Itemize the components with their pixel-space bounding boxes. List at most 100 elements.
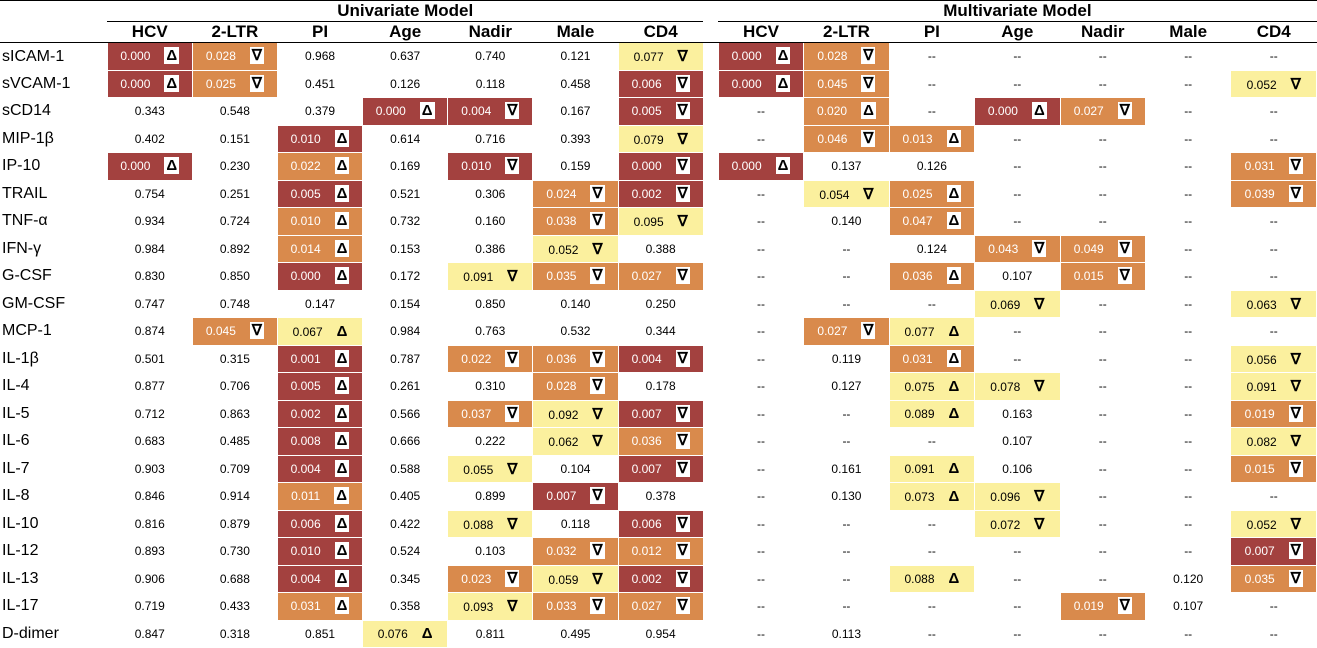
- p-value-cell: 0.683: [106, 427, 193, 456]
- column-header: HCV: [718, 21, 804, 43]
- p-value: 0.906: [134, 571, 165, 586]
- p-value-cell: 0.045 ∇: [191, 317, 278, 346]
- p-value-cell: 0.344: [617, 317, 704, 346]
- p-value: 0.167: [560, 104, 591, 119]
- direction-arrow: ∇: [1290, 295, 1301, 313]
- p-value-cell: 0.049 ∇: [1059, 234, 1146, 263]
- p-value: 0.000: [631, 159, 662, 174]
- p-value: --: [757, 461, 765, 476]
- direction-arrow: ∇: [590, 597, 605, 615]
- p-value: --: [1098, 159, 1107, 174]
- p-value: --: [1184, 324, 1193, 339]
- p-value-cell: 0.730: [191, 537, 278, 566]
- p-value: --: [757, 269, 765, 284]
- p-value-cell: 0.006 ∇: [617, 69, 704, 98]
- p-value-cell: 0.024 ∇: [532, 179, 619, 208]
- p-value-cell: 0.095 ∇: [617, 207, 704, 236]
- p-value: 0.022: [290, 159, 321, 174]
- p-value: 0.716: [475, 131, 506, 146]
- p-value: --: [1013, 186, 1022, 201]
- p-value: 0.011: [291, 489, 321, 504]
- direction-arrow: Δ: [948, 405, 960, 423]
- p-value-cell: --: [1144, 399, 1232, 428]
- p-value-cell: 0.754: [106, 179, 193, 208]
- p-value: 0.730: [219, 544, 250, 559]
- p-value: 0.027: [631, 599, 662, 614]
- p-value-cell: --: [1230, 234, 1317, 263]
- p-value-cell: 0.524: [362, 537, 449, 566]
- p-value-cell: 0.004 ∇: [617, 344, 704, 373]
- direction-arrow: Δ: [775, 157, 791, 175]
- p-value-cell: 0.010 Δ: [276, 537, 364, 566]
- p-value-cell: 0.315: [191, 344, 278, 373]
- row-label: D-dimer: [2, 624, 59, 642]
- p-value-cell: 0.521: [362, 179, 449, 208]
- p-value: 0.045: [205, 324, 236, 339]
- p-value: --: [1098, 544, 1107, 559]
- direction-arrow: Δ: [419, 102, 435, 120]
- p-value-cell: 0.073 Δ: [888, 482, 976, 511]
- p-value: --: [1098, 296, 1107, 311]
- direction-arrow: ∇: [590, 349, 605, 367]
- direction-arrow: ∇: [675, 349, 690, 367]
- p-value: --: [1013, 131, 1022, 146]
- table-row: IL-6 0.683 0.485 0.008 Δ 0.666 0.222 0.062 ∇ 0.03…: [0, 427, 1317, 456]
- p-value: 0.091: [904, 462, 935, 477]
- p-value-cell: --: [717, 344, 805, 373]
- p-value-cell: 0.028 ∇: [191, 42, 278, 71]
- p-value-cell: 0.000 Δ: [106, 69, 193, 98]
- p-value: 0.732: [390, 214, 421, 229]
- p-value-cell: --: [717, 619, 805, 648]
- row-label: IFN-γ: [2, 239, 42, 257]
- p-value-cell: --: [1230, 592, 1317, 621]
- p-value: 0.984: [390, 324, 421, 339]
- direction-arrow: ∇: [675, 267, 690, 285]
- direction-arrow: Δ: [946, 129, 962, 147]
- direction-arrow: ∇: [1034, 515, 1045, 533]
- p-value: --: [1098, 186, 1107, 201]
- p-value-cell: 0.154: [362, 289, 449, 318]
- p-value-cell: 0.846: [106, 482, 193, 511]
- p-value: 0.378: [645, 489, 676, 504]
- p-value: 0.172: [390, 269, 421, 284]
- p-value: 0.688: [219, 571, 250, 586]
- p-value-cell: 0.172: [362, 262, 449, 291]
- table-row: IL-13 0.906 0.688 0.004 Δ 0.345 0.023 ∇ 0.059 ∇ 0.…: [0, 564, 1317, 593]
- p-value: --: [842, 406, 851, 421]
- p-value: 0.047: [902, 214, 933, 229]
- p-value-cell: 0.306: [447, 179, 534, 208]
- p-value-cell: 0.028 ∇: [803, 42, 890, 71]
- p-value: --: [842, 544, 851, 559]
- p-value: 0.103: [475, 544, 506, 559]
- p-value-cell: 0.830: [106, 262, 193, 291]
- p-value-cell: --: [1144, 372, 1232, 401]
- p-value-cell: --: [717, 537, 805, 566]
- p-value-cell: 0.033 ∇: [532, 592, 619, 621]
- p-value: --: [1098, 49, 1107, 64]
- p-value: 0.458: [560, 76, 591, 91]
- p-value-cell: 0.015 ∇: [1059, 262, 1146, 291]
- p-value: 0.006: [631, 76, 662, 91]
- p-value-cell: --: [974, 592, 1061, 621]
- direction-arrow: ∇: [1288, 404, 1303, 422]
- p-value-cell: 0.451: [276, 69, 364, 98]
- direction-arrow: Δ: [948, 377, 960, 395]
- table-row: IL-17 0.719 0.433 0.031 Δ 0.358 0.093 ∇ 0.033 ∇ 0.…: [0, 592, 1317, 621]
- p-value-cell: 0.850: [191, 262, 278, 291]
- p-value-cell: 0.126: [888, 152, 976, 181]
- p-value-cell: 0.914: [191, 482, 278, 511]
- p-value-cell: --: [1059, 152, 1146, 181]
- column-header: 2-LTR: [803, 21, 890, 43]
- p-value: 0.485: [219, 434, 250, 449]
- p-value-cell: --: [888, 427, 976, 456]
- direction-arrow: ∇: [590, 487, 605, 505]
- direction-arrow: ∇: [592, 433, 603, 451]
- p-value-cell: --: [1059, 124, 1146, 153]
- p-value-cell: 0.130: [803, 482, 890, 511]
- p-value: 0.010: [290, 131, 321, 146]
- p-value-cell: 0.035 ∇: [532, 262, 619, 291]
- p-value: 0.719: [134, 599, 165, 614]
- p-value-cell: 0.028 ∇: [532, 372, 619, 401]
- p-value-cell: --: [974, 564, 1061, 593]
- p-value-cell: 0.010 Δ: [276, 207, 364, 236]
